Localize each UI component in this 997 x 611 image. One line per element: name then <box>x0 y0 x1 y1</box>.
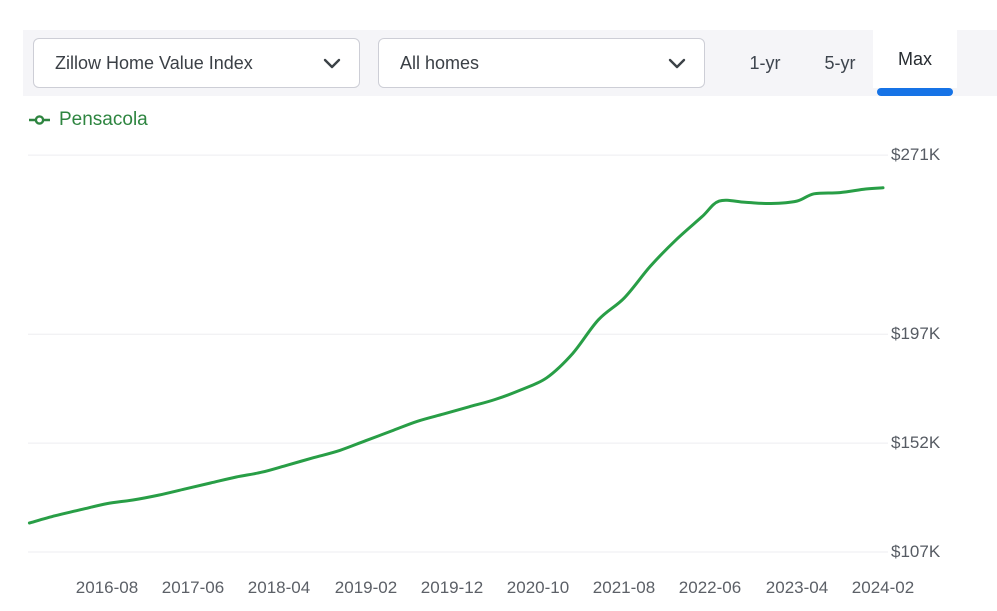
home-type-dropdown[interactable]: All homes <box>378 38 705 88</box>
chevron-down-icon <box>323 53 341 74</box>
x-axis-tick-label: 2019-02 <box>334 578 398 597</box>
series-line-marker-icon <box>28 113 51 127</box>
range-button-max[interactable]: Max <box>873 30 957 96</box>
y-axis-tick-label: $152K <box>891 433 941 453</box>
y-axis-tick-label: $271K <box>891 145 941 165</box>
legend-item-pensacola[interactable]: Pensacola <box>28 109 148 131</box>
chart-toolbar: Zillow Home Value Index All homes 1-yr 5… <box>23 30 997 96</box>
range-button-max-label: Max <box>897 48 932 69</box>
x-axis-tick-label: 2020-10 <box>506 578 570 597</box>
y-axis-tick-label: $197K <box>891 324 941 344</box>
y-axis-tick-label: $107K <box>891 542 941 561</box>
x-axis-tick-label: 2017-06 <box>161 578 225 597</box>
series-line-pensacola <box>27 186 885 525</box>
x-axis-tick-label: 2023-04 <box>765 578 829 597</box>
x-axis-tick-label: 2018-04 <box>247 578 311 597</box>
x-axis-tick-label: 2019-12 <box>420 578 484 597</box>
chevron-down-icon <box>668 53 686 74</box>
x-axis-tick-label: 2021-08 <box>592 578 656 597</box>
x-axis-tick-label: 2022-06 <box>678 578 742 597</box>
x-axis-tick-label: 2024-02 <box>851 578 915 597</box>
range-button-5yr[interactable]: 5-yr <box>808 38 872 88</box>
metric-dropdown-value: Zillow Home Value Index <box>55 52 253 73</box>
range-button-1yr[interactable]: 1-yr <box>733 38 797 88</box>
selected-range-underline <box>877 88 953 96</box>
legend-label: Pensacola <box>59 109 148 130</box>
metric-dropdown[interactable]: Zillow Home Value Index <box>33 38 360 88</box>
x-axis-tick-label: 2016-08 <box>75 578 139 597</box>
home-type-dropdown-value: All homes <box>400 52 480 73</box>
